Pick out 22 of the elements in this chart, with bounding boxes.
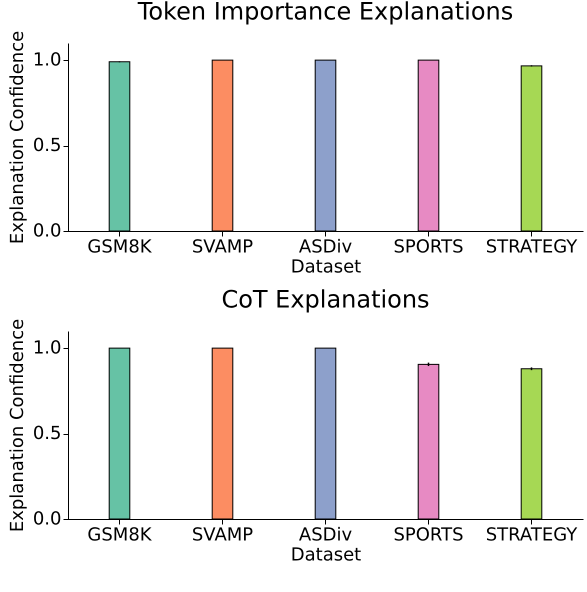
y-tick-label: 0.0: [32, 220, 62, 242]
x-tick-label: SPORTS: [393, 524, 464, 546]
x-tick-label: SVAMP: [192, 524, 254, 546]
y-tick-label: 0.5: [32, 135, 62, 156]
x-tick-label: ASDiv: [298, 236, 352, 258]
y-tick-label: 1.0: [32, 338, 62, 359]
x-tick-label: GSM8K: [87, 236, 153, 258]
x-tick-label: SVAMP: [192, 236, 254, 258]
x-tick-label: GSM8K: [87, 524, 153, 546]
x-tick-label: STRATEGY: [486, 524, 578, 546]
y-tick-label: 1.0: [32, 50, 62, 71]
y-tick-label: 0.5: [32, 423, 62, 444]
x-tick-label: ASDiv: [298, 524, 352, 546]
y-tick-label: 0.0: [32, 508, 62, 530]
chart-title: Token Importance Explanations: [136, 0, 514, 26]
x-axis-title: Dataset: [290, 544, 362, 566]
chart-title: CoT Explanations: [221, 285, 430, 314]
x-tick-label: STRATEGY: [486, 236, 578, 258]
x-axis-title: Dataset: [290, 256, 362, 278]
y-axis-title: Explanation Confidence: [6, 318, 28, 532]
x-tick-label: SPORTS: [393, 236, 464, 258]
y-axis-title: Explanation Confidence: [6, 30, 28, 244]
